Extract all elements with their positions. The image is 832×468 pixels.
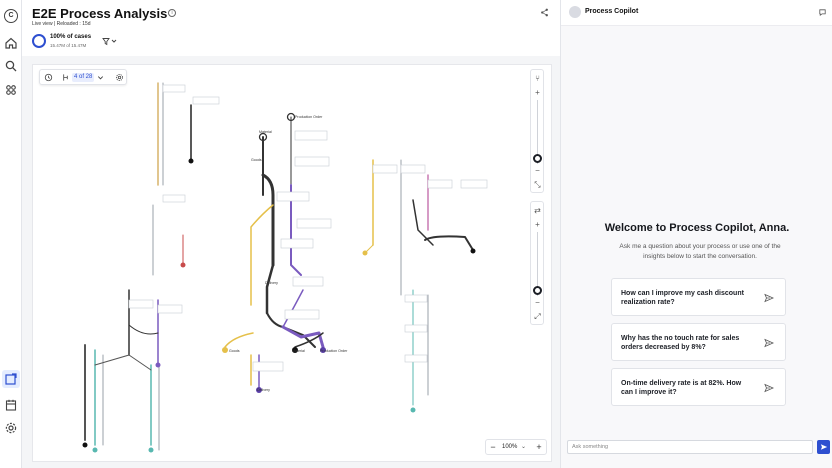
apps-icon[interactable] bbox=[4, 83, 18, 97]
activity-slider-track[interactable] bbox=[537, 100, 538, 164]
activity-slider-handle[interactable] bbox=[533, 154, 542, 163]
activity-decrease-button[interactable]: − bbox=[535, 166, 540, 175]
connection-decrease-button[interactable]: − bbox=[535, 298, 540, 307]
chevron-down-icon[interactable] bbox=[96, 73, 105, 82]
zoom-out-button[interactable]: − bbox=[490, 442, 496, 452]
home-icon[interactable] bbox=[4, 36, 18, 50]
node-label-production-order-end: Production Order bbox=[320, 349, 348, 353]
cases-percent: 100% of cases bbox=[50, 34, 92, 40]
filter-dropdown-button[interactable] bbox=[102, 37, 118, 46]
copilot-header: Process Copilot bbox=[561, 0, 832, 26]
connection-slider-handle[interactable] bbox=[533, 286, 542, 295]
cases-progress-ring bbox=[32, 34, 46, 48]
zoom-level[interactable]: 100% bbox=[502, 444, 518, 450]
canvas-toolbar: 4 of 28 bbox=[39, 69, 127, 85]
welcome-intro: Ask me a question about your process or … bbox=[619, 243, 781, 260]
share-icon[interactable] bbox=[540, 8, 549, 17]
app-logo[interactable]: C bbox=[4, 9, 18, 23]
node-label-delivery: Delivery bbox=[265, 281, 278, 285]
node-label-delivery-end: Delivery bbox=[257, 388, 270, 392]
page-title: E2E Process Analysis bbox=[32, 6, 168, 21]
send-button[interactable] bbox=[817, 440, 830, 454]
suggestion-card[interactable]: Why has the no touch rate for sales orde… bbox=[611, 323, 786, 361]
copilot-title: Process Copilot bbox=[585, 8, 639, 15]
settings-icon[interactable] bbox=[4, 421, 18, 435]
send-icon[interactable] bbox=[764, 293, 774, 303]
zoom-chevron-icon[interactable]: ⌄ bbox=[521, 444, 527, 450]
send-arrow-icon bbox=[820, 444, 827, 450]
ask-input[interactable] bbox=[567, 440, 813, 454]
connection-slider-panel: ⇄ + − ⤢ bbox=[530, 201, 544, 325]
node-label-material: Material bbox=[259, 130, 272, 134]
new-chat-icon[interactable] bbox=[818, 8, 827, 17]
copilot-avatar bbox=[569, 6, 581, 18]
process-graph[interactable]: Production Order Material Goods Delivery… bbox=[33, 65, 553, 463]
node-label-production-order: Production Order bbox=[295, 115, 323, 119]
send-icon[interactable] bbox=[764, 383, 774, 393]
gear-icon[interactable] bbox=[115, 73, 124, 82]
collapse-icon[interactable]: ⤡ bbox=[534, 180, 541, 189]
process-canvas[interactable]: Production Order Material Goods Delivery… bbox=[32, 64, 552, 462]
zoom-in-button[interactable]: + bbox=[536, 442, 542, 452]
variant-selector[interactable]: 4 of 28 bbox=[72, 73, 95, 82]
activity-increase-button[interactable]: + bbox=[535, 88, 540, 97]
variant-icon[interactable] bbox=[61, 73, 70, 82]
connection-increase-button[interactable]: + bbox=[535, 220, 540, 229]
expand-icon[interactable]: ⤢ bbox=[534, 312, 541, 321]
suggestion-card[interactable]: On-time delivery rate is at 82%. How can… bbox=[611, 368, 786, 406]
cases-count: 15.47M of 15.47M bbox=[50, 43, 87, 48]
copilot-panel: Process Copilot Welcome to Process Copil… bbox=[560, 0, 832, 468]
activity-icon[interactable]: ⑂ bbox=[535, 74, 540, 83]
search-icon[interactable] bbox=[4, 59, 18, 73]
send-icon[interactable] bbox=[764, 338, 774, 348]
left-rail: C bbox=[0, 0, 22, 468]
reload-status: Live view | Reloaded : 15d bbox=[32, 21, 91, 27]
welcome-heading: Welcome to Process Copilot, Anna. bbox=[604, 222, 790, 234]
suggestion-text: Why has the no touch rate for sales orde… bbox=[621, 335, 740, 351]
suggestion-text: On-time delivery rate is at 82%. How can… bbox=[621, 380, 742, 396]
calendar-icon[interactable] bbox=[4, 398, 18, 412]
suggestion-card[interactable]: How can I improve my cash discount reali… bbox=[611, 278, 786, 316]
connection-slider-track[interactable] bbox=[537, 232, 538, 296]
info-icon[interactable]: i bbox=[168, 9, 176, 17]
suggestion-text: How can I improve my cash discount reali… bbox=[621, 290, 744, 306]
process-explorer-icon[interactable] bbox=[2, 370, 20, 388]
node-label-material-end: Material bbox=[292, 349, 305, 353]
activity-slider-panel: ⑂ + − ⤡ bbox=[530, 69, 544, 193]
node-label-goods-end: Goods bbox=[229, 349, 240, 353]
zoom-control: − 100% ⌄ + bbox=[485, 439, 547, 455]
clock-icon[interactable] bbox=[44, 73, 53, 82]
connection-icon[interactable]: ⇄ bbox=[534, 206, 541, 215]
page-header: E2E Process Analysis i Live view | Reloa… bbox=[22, 0, 560, 56]
node-label-goods: Goods bbox=[251, 158, 262, 162]
